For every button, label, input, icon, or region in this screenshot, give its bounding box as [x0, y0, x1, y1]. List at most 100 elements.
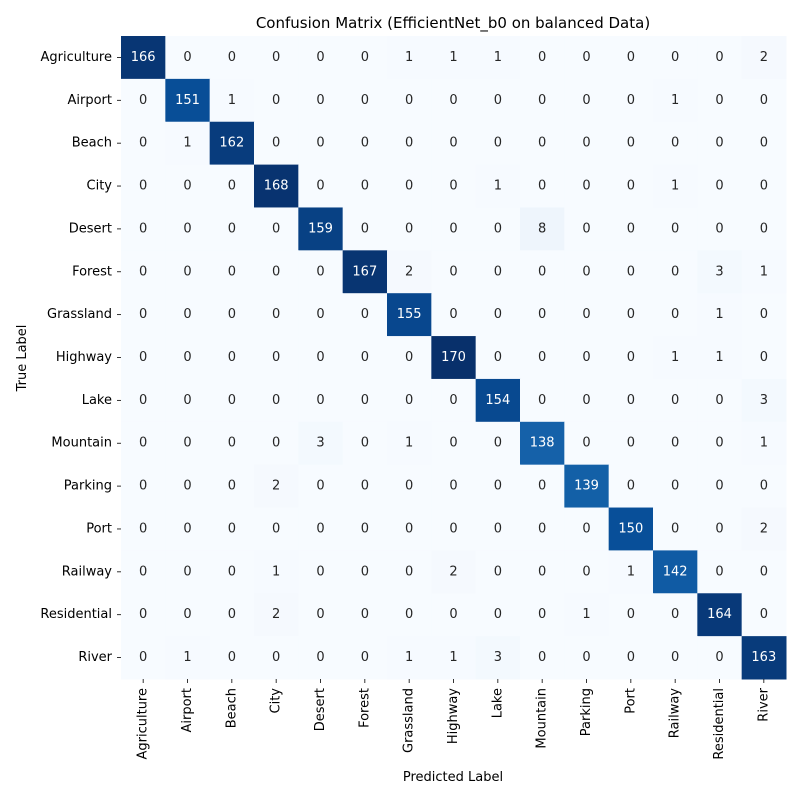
heatmap-cell: [475, 593, 521, 637]
heatmap-cell: [741, 421, 787, 466]
cell-value-label: 0: [405, 607, 413, 622]
cell-value-label: 0: [361, 136, 369, 151]
cell-value-label: 0: [494, 521, 502, 536]
cell-value-label: 1: [405, 50, 413, 65]
heatmap-cell: [342, 550, 388, 594]
heatmap-cell: [209, 421, 255, 466]
heatmap-cell: [298, 550, 344, 594]
heatmap-cell: [209, 636, 255, 680]
cell-value-label: 0: [139, 521, 147, 536]
y-tick-label: Port: [86, 521, 112, 536]
cell-value-label: 0: [715, 650, 723, 665]
heatmap-cell: [653, 593, 698, 637]
cell-value-label: 0: [538, 136, 546, 151]
heatmap-cell: [475, 507, 521, 551]
heatmap-cell: [741, 550, 787, 594]
cell-value-label: 151: [175, 93, 200, 108]
cell-value-label: 0: [316, 350, 324, 365]
heatmap-cell: [121, 550, 166, 594]
heatmap-cell: [608, 164, 654, 208]
cell-value-label: 0: [494, 221, 502, 236]
cell-value-label: 0: [361, 179, 369, 194]
heatmap-cell: [387, 250, 432, 294]
heatmap-cell: [121, 593, 166, 637]
heatmap-cell: [254, 378, 299, 423]
cell-value-label: 154: [485, 393, 510, 408]
heatmap-cell: [697, 293, 743, 337]
cell-value-label: 0: [272, 307, 280, 322]
heatmap-cell: [342, 593, 388, 637]
cell-value-label: 0: [139, 479, 147, 494]
cell-value-label: 0: [538, 179, 546, 194]
heatmap-cells: 166 0 0 0 0 0 1 1 1 0 0 0 0 0 2 0 151 1 0 0 0 0 0 0 0 0 0 1 0 0 0 1 162 0…: [121, 36, 787, 680]
heatmap-cell: [741, 207, 787, 251]
cell-value-label: 0: [671, 393, 679, 408]
cell-value-label: 0: [272, 136, 280, 151]
heatmap-cell: [564, 507, 610, 551]
cell-value-label: 138: [530, 436, 555, 451]
cell-value-label: 0: [671, 607, 679, 622]
heatmap-cell: [254, 207, 299, 251]
x-tick-label: River: [756, 687, 771, 721]
heatmap-cell: [608, 636, 654, 680]
cell-value-label: 162: [219, 136, 244, 151]
cell-value-label: 0: [538, 479, 546, 494]
cell-value-label: 0: [671, 307, 679, 322]
heatmap-cell: [475, 78, 521, 123]
y-axis-label: True Label: [15, 325, 30, 393]
heatmap-cell: [121, 421, 166, 466]
y-tick-label: Grassland: [47, 307, 112, 322]
heatmap-cell: [741, 336, 787, 380]
cell-value-label: 3: [715, 264, 723, 279]
heatmap-cell: [608, 207, 654, 251]
heatmap-cell: [741, 593, 787, 637]
heatmap-cell: [165, 121, 211, 166]
cell-value-label: 163: [751, 650, 776, 665]
cell-value-label: 0: [228, 393, 236, 408]
heatmap-cell: [431, 464, 477, 509]
heatmap-cell: [431, 550, 477, 594]
cell-value-label: 0: [582, 93, 590, 108]
cell-value-label: 0: [361, 650, 369, 665]
x-tick-label: Highway: [446, 688, 461, 744]
cell-value-label: 3: [760, 393, 768, 408]
heatmap-cell: [298, 636, 344, 680]
cell-value-label: 0: [538, 307, 546, 322]
cell-value-label: 1: [183, 136, 191, 151]
heatmap-cell: [431, 78, 477, 123]
heatmap-cell: [254, 507, 299, 551]
cell-value-label: 0: [582, 307, 590, 322]
heatmap-cell: [431, 421, 477, 466]
x-axis-label: Predicted Label: [403, 770, 503, 785]
cell-value-label: 0: [361, 93, 369, 108]
x-tick-label: Parking: [579, 688, 594, 736]
cell-value-label: 166: [131, 50, 156, 65]
cell-value-label: 0: [449, 607, 457, 622]
heatmap-cell: [564, 636, 610, 680]
heatmap-cell: [653, 507, 698, 551]
heatmap-cell: [564, 378, 610, 423]
cell-value-label: 0: [494, 307, 502, 322]
cell-value-label: 0: [361, 436, 369, 451]
cell-value-label: 0: [405, 479, 413, 494]
cell-value-label: 0: [139, 607, 147, 622]
cell-value-label: 1: [715, 350, 723, 365]
cell-value-label: 0: [627, 350, 635, 365]
heatmap-cell: [121, 507, 166, 551]
cell-value-label: 0: [405, 93, 413, 108]
heatmap-cell: [342, 336, 388, 380]
heatmap-cell: [741, 636, 787, 680]
cell-value-label: 0: [494, 350, 502, 365]
heatmap-cell: [387, 207, 432, 251]
heatmap-cell: [520, 121, 565, 166]
cell-value-label: 0: [228, 264, 236, 279]
heatmap-cell: [564, 336, 610, 380]
y-tick-label: Agriculture: [41, 50, 113, 65]
heatmap-cell: [342, 250, 388, 294]
heatmap-cell: [342, 164, 388, 208]
heatmap-cell: [653, 636, 698, 680]
cell-value-label: 0: [582, 50, 590, 65]
heatmap-cell: [387, 421, 432, 466]
heatmap-cell: [387, 164, 432, 208]
heatmap-cell: [254, 593, 299, 637]
